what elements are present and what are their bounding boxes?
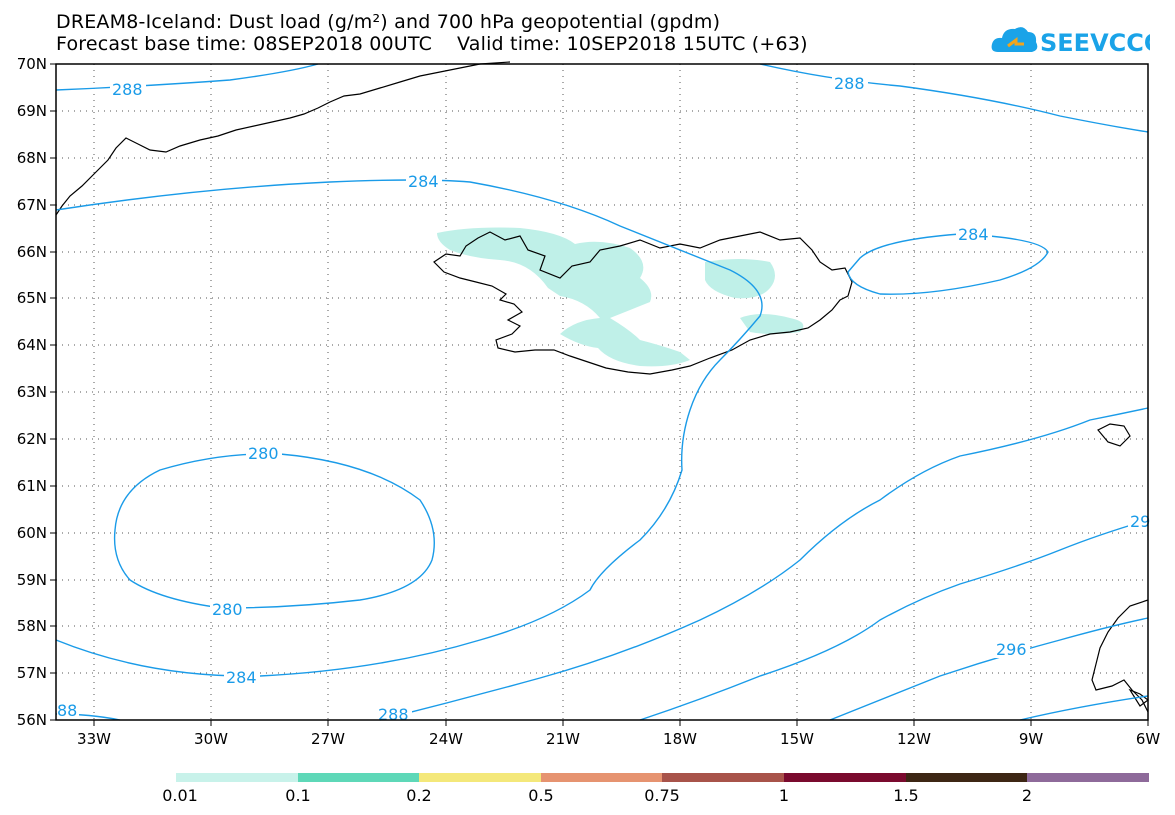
contour-label: 288 xyxy=(834,74,865,93)
lon-label: 9W xyxy=(1019,730,1044,748)
lat-label: 58N xyxy=(17,617,47,635)
colorbar-swatch xyxy=(662,773,784,782)
colorbar-label: 0.01 xyxy=(162,786,198,805)
colorbar-swatch xyxy=(541,773,662,782)
colorbar-label: 2 xyxy=(1022,786,1032,805)
lat-label: 66N xyxy=(17,243,47,261)
chart-title: DREAM8-Iceland: Dust load (g/m²) and 700… xyxy=(56,11,721,33)
colorbar-swatch xyxy=(906,773,1027,782)
tick-marks xyxy=(50,63,1149,726)
coastlines xyxy=(55,61,1149,713)
seevccc-logo: SEEVCCC xyxy=(990,20,1162,60)
contour-label: 280 xyxy=(212,600,243,619)
lon-label: 6W xyxy=(1136,730,1161,748)
grid-lines xyxy=(56,64,1148,720)
lon-label: 21W xyxy=(546,730,580,748)
latitude-labels: 70N 69N 68N 67N 66N 65N 64N 63N 62N 61N … xyxy=(17,55,47,729)
logo-text: SEEVCCC xyxy=(1040,29,1150,57)
lon-label: 33W xyxy=(77,730,111,748)
lat-label: 67N xyxy=(17,196,47,214)
lat-label: 62N xyxy=(17,430,47,448)
contour-label: 288 xyxy=(112,80,143,99)
geopotential-contours xyxy=(55,63,1149,721)
contour-label: 284 xyxy=(958,225,989,244)
colorbar-label: 1.5 xyxy=(893,786,918,805)
colorbar xyxy=(176,773,1149,782)
colorbar-label: 0.2 xyxy=(406,786,431,805)
lat-label: 63N xyxy=(17,383,47,401)
lat-label: 61N xyxy=(17,477,47,495)
colorbar-labels: 0.01 0.1 0.2 0.5 0.75 1 1.5 2 xyxy=(162,786,1032,805)
contour-label: 88 xyxy=(57,701,77,720)
lat-label: 59N xyxy=(17,571,47,589)
lat-label: 68N xyxy=(17,149,47,167)
lon-label: 18W xyxy=(663,730,697,748)
lon-label: 24W xyxy=(429,730,463,748)
lat-label: 70N xyxy=(17,55,47,73)
contour-label: 296 xyxy=(996,640,1027,659)
contour-label: 284 xyxy=(226,668,257,687)
contour-label: 288 xyxy=(378,705,409,724)
lat-label: 69N xyxy=(17,102,47,120)
colorbar-swatch xyxy=(176,773,298,782)
lat-label: 60N xyxy=(17,524,47,542)
colorbar-label: 1 xyxy=(779,786,789,805)
colorbar-swatch xyxy=(784,773,906,782)
lon-label: 15W xyxy=(780,730,814,748)
contour-label: 29 xyxy=(1130,512,1150,531)
colorbar-swatch xyxy=(298,773,419,782)
lat-label: 56N xyxy=(17,711,47,729)
colorbar-label: 0.75 xyxy=(644,786,680,805)
lon-label: 12W xyxy=(897,730,931,748)
contour-label: 284 xyxy=(408,172,439,191)
colorbar-label: 0.1 xyxy=(285,786,310,805)
colorbar-label: 0.5 xyxy=(528,786,553,805)
lon-label: 27W xyxy=(311,730,345,748)
dust-load-area xyxy=(437,227,804,367)
colorbar-swatch xyxy=(1027,773,1149,782)
lon-label: 30W xyxy=(194,730,228,748)
chart-subtitle: Forecast base time: 08SEP2018 00UTC Vali… xyxy=(56,33,808,55)
lat-label: 64N xyxy=(17,336,47,354)
lat-label: 57N xyxy=(17,664,47,682)
longitude-labels: 33W 30W 27W 24W 21W 18W 15W 12W 9W 6W xyxy=(77,730,1160,748)
lat-label: 65N xyxy=(17,289,47,307)
colorbar-swatch xyxy=(419,773,541,782)
contour-labels: 288 288 284 284 280 280 284 288 296 29 8… xyxy=(57,74,1150,724)
cloud-icon: SEEVCCC xyxy=(991,27,1162,57)
contour-label: 280 xyxy=(248,444,279,463)
